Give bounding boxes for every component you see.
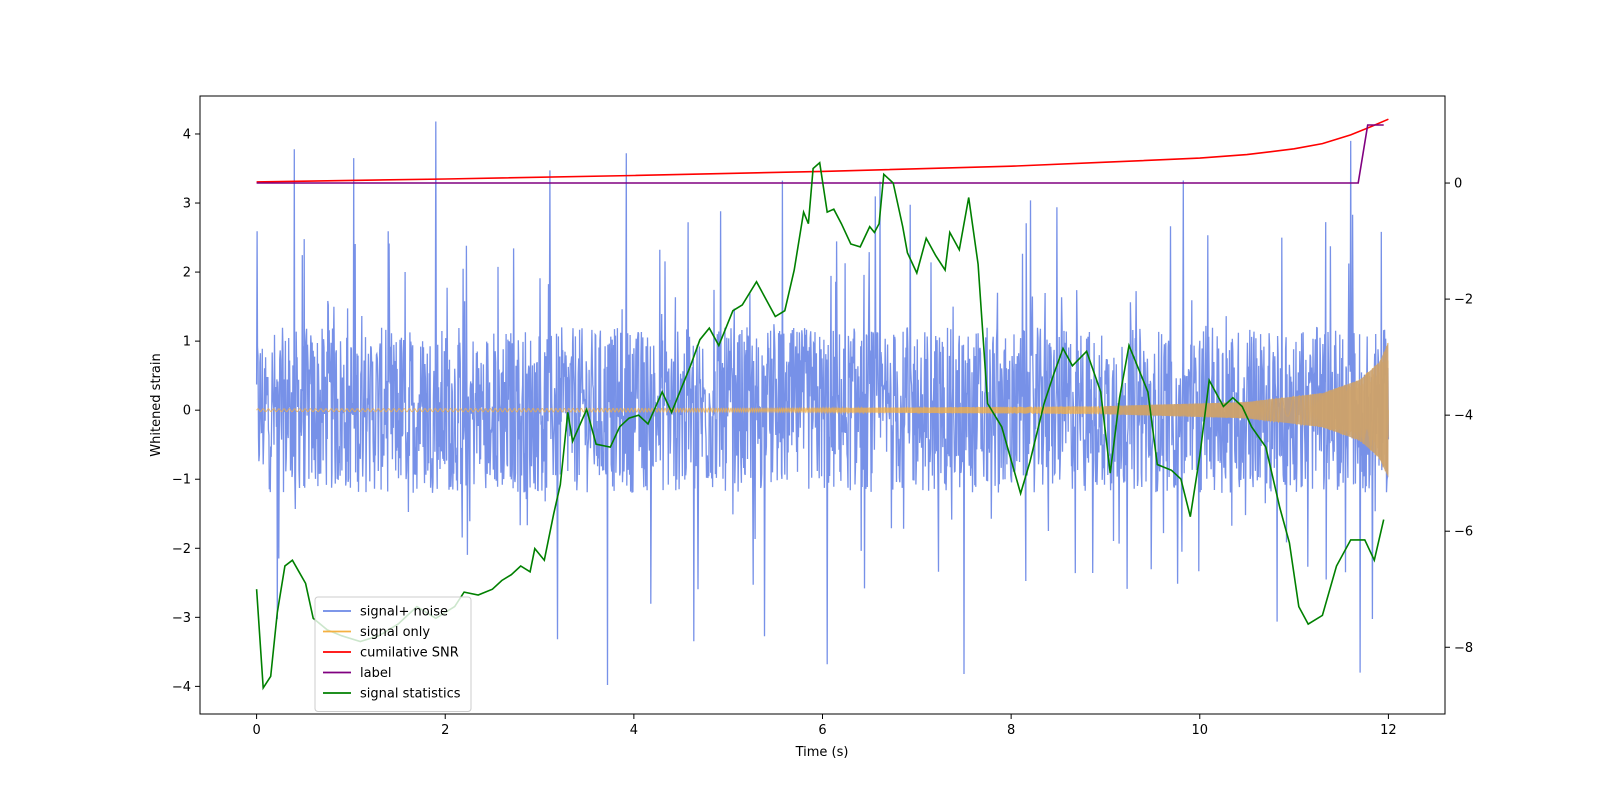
series-line-signal-plus-noise (255, 121, 1390, 686)
y-right-tick-label: −6 (1454, 525, 1473, 540)
legend-label: signal statistics (360, 687, 461, 702)
x-tick-label: 8 (1007, 723, 1015, 738)
y-left-tick-label: −2 (172, 542, 191, 557)
x-tick-label: 10 (1191, 723, 1208, 738)
legend-label: signal only (360, 625, 430, 640)
signal-only-envelope-fill (1105, 342, 1389, 478)
y-left-tick-label: −4 (172, 680, 191, 695)
y-axis-left: −4 −3 −2 −1 0 1 2 3 4 (172, 127, 200, 695)
y-left-tick-label: 4 (183, 127, 191, 142)
y-left-tick-label: −1 (172, 473, 191, 488)
legend-label: cumilative SNR (360, 646, 459, 661)
y-axis-left-label: Whitened strain (149, 353, 164, 456)
y-left-tick-label: 1 (183, 335, 191, 350)
y-left-tick-label: 2 (183, 266, 191, 281)
x-tick-label: 0 (252, 723, 260, 738)
series-line-cumilative-snr (256, 118, 1389, 183)
x-tick-label: 12 (1380, 723, 1397, 738)
x-tick-label: 6 (818, 723, 826, 738)
legend-label: label (360, 666, 391, 681)
x-axis-label: Time (s) (795, 745, 849, 760)
series-line-label (256, 124, 1384, 184)
y-left-tick-label: 3 (183, 197, 191, 212)
legend-box (314, 596, 472, 712)
x-tick-label: 2 (441, 723, 449, 738)
y-axis-right: −8 −6 −4 −2 0 (1445, 177, 1473, 656)
y-right-tick-label: −8 (1454, 641, 1473, 656)
y-right-tick-label: −2 (1454, 293, 1473, 308)
legend-label: signal+ noise (360, 605, 448, 620)
x-tick-label: 4 (630, 723, 638, 738)
y-left-tick-label: 0 (183, 404, 191, 419)
legend: signal+ noise signal only cumilative SNR la… (314, 596, 472, 712)
x-axis: 0 2 4 6 8 10 12 (252, 714, 1397, 738)
y-left-tick-label: −3 (172, 611, 191, 626)
y-right-tick-label: −4 (1454, 409, 1473, 424)
series-line-signal-statistics (255, 161, 1385, 691)
y-right-tick-label: 0 (1454, 177, 1462, 192)
plot-series-layer (255, 118, 1390, 691)
